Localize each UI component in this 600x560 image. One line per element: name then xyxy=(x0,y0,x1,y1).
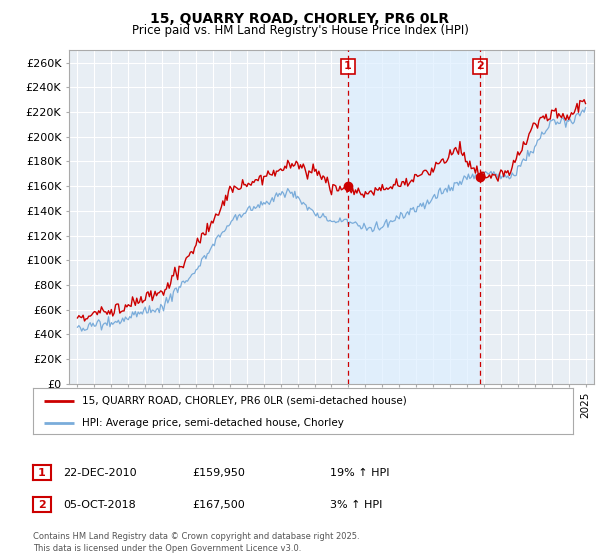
Text: 19% ↑ HPI: 19% ↑ HPI xyxy=(330,468,389,478)
Text: 1: 1 xyxy=(344,62,352,72)
Text: Contains HM Land Registry data © Crown copyright and database right 2025.
This d: Contains HM Land Registry data © Crown c… xyxy=(33,533,359,553)
Text: 22-DEC-2010: 22-DEC-2010 xyxy=(63,468,137,478)
Text: Price paid vs. HM Land Registry's House Price Index (HPI): Price paid vs. HM Land Registry's House … xyxy=(131,24,469,37)
Text: 2: 2 xyxy=(38,500,46,510)
Text: 2: 2 xyxy=(476,62,484,72)
Text: 05-OCT-2018: 05-OCT-2018 xyxy=(63,500,136,510)
Bar xyxy=(348,50,480,384)
Text: 1: 1 xyxy=(38,468,46,478)
Text: £159,950: £159,950 xyxy=(192,468,245,478)
Text: 15, QUARRY ROAD, CHORLEY, PR6 0LR (semi-detached house): 15, QUARRY ROAD, CHORLEY, PR6 0LR (semi-… xyxy=(82,396,406,406)
Text: 15, QUARRY ROAD, CHORLEY, PR6 0LR: 15, QUARRY ROAD, CHORLEY, PR6 0LR xyxy=(151,12,449,26)
Text: £167,500: £167,500 xyxy=(192,500,245,510)
Text: HPI: Average price, semi-detached house, Chorley: HPI: Average price, semi-detached house,… xyxy=(82,418,343,427)
Text: 3% ↑ HPI: 3% ↑ HPI xyxy=(330,500,382,510)
